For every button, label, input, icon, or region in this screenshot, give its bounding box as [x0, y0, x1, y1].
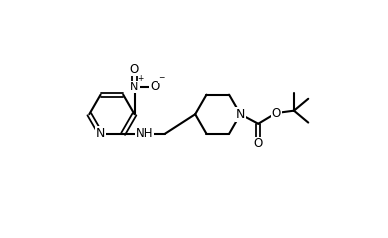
Text: O: O [150, 80, 159, 93]
Text: −: − [158, 74, 165, 83]
Text: O: O [130, 63, 139, 75]
Text: O: O [272, 107, 281, 119]
Text: NH: NH [136, 127, 153, 140]
Text: N: N [96, 127, 105, 140]
Text: O: O [254, 138, 263, 150]
Text: N: N [130, 82, 139, 92]
Text: +: + [138, 74, 144, 83]
Text: N: N [236, 108, 245, 121]
